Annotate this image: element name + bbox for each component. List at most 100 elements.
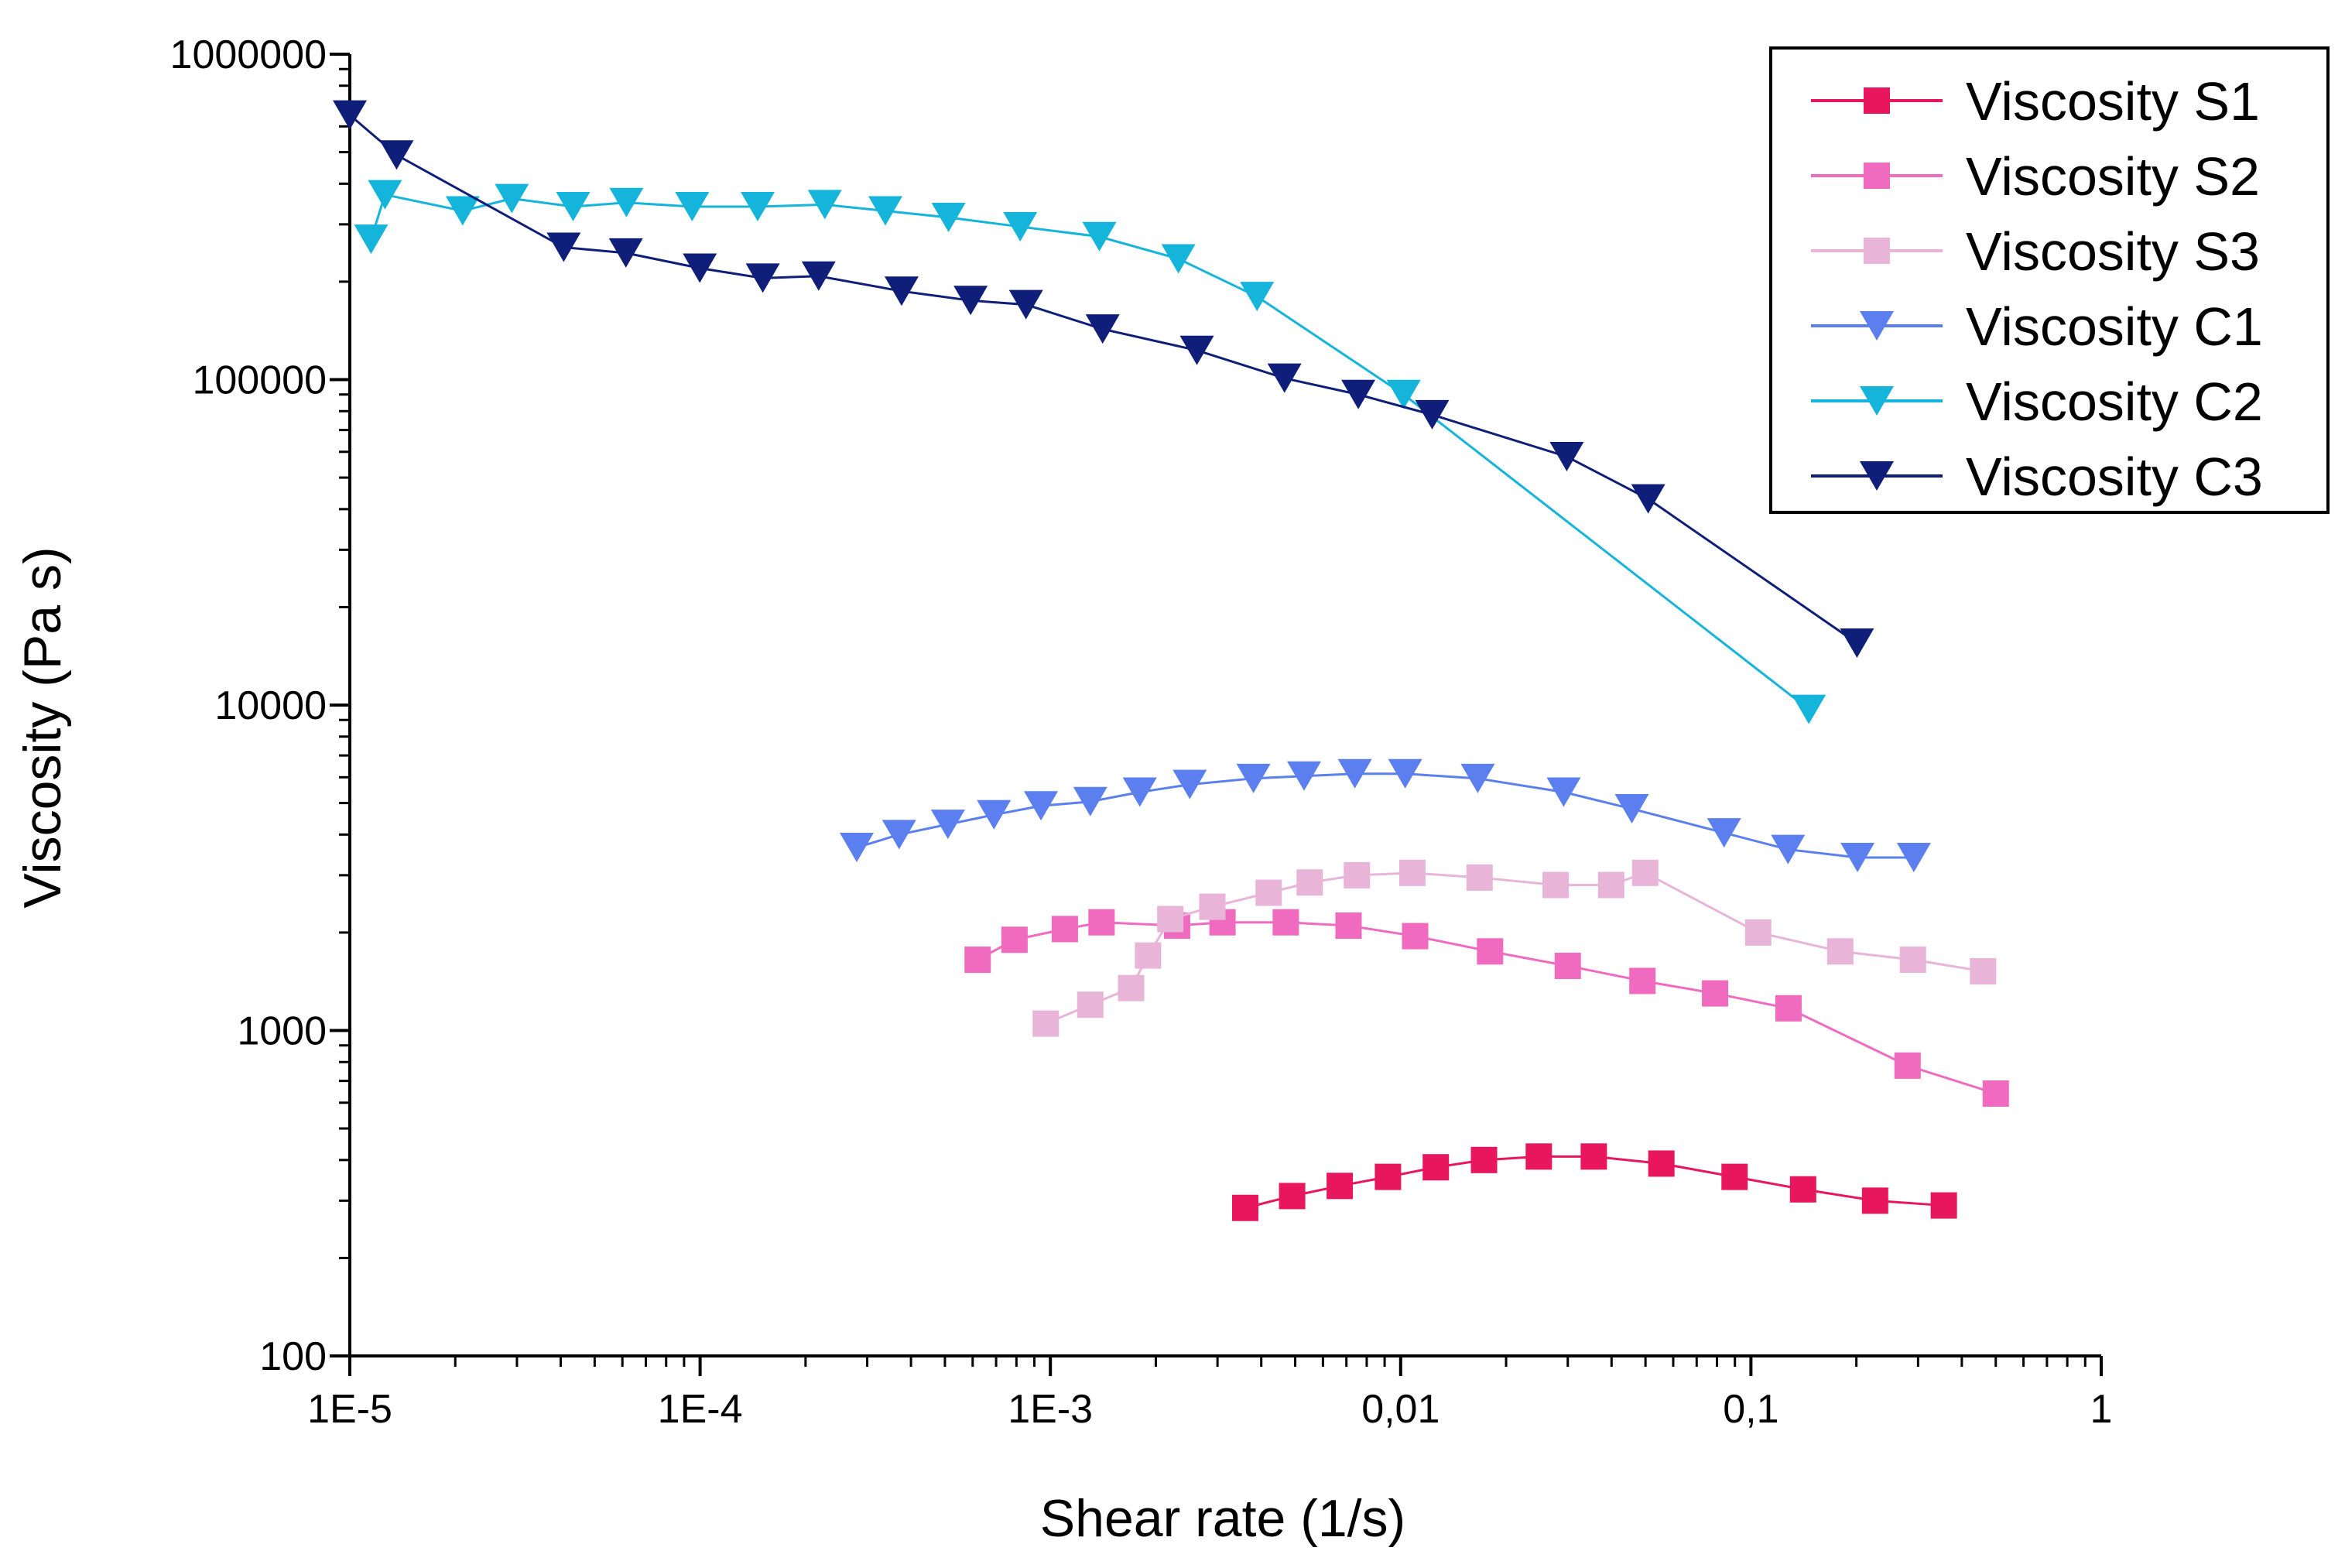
y-tick-label: 1000	[237, 1009, 327, 1054]
data-point	[964, 947, 991, 974]
legend-item: Viscosity S1	[1811, 71, 2260, 132]
data-point	[882, 820, 916, 850]
legend-box	[1769, 46, 2330, 514]
data-point	[1982, 1080, 2009, 1108]
x-tick-label: 1E-3	[1008, 1387, 1093, 1432]
data-point	[1894, 1052, 1921, 1079]
y-axis-title: Viscosity (Pa s)	[13, 546, 72, 908]
data-point	[1398, 859, 1426, 886]
data-point	[683, 253, 717, 283]
x-axis-title: Shear rate (1/s)	[1040, 1489, 1405, 1548]
data-point	[1631, 859, 1659, 886]
data-point	[1546, 777, 1581, 807]
legend-marker	[1860, 311, 1894, 341]
data-point	[1344, 861, 1371, 888]
data-point	[1899, 947, 1926, 974]
data-point	[1236, 763, 1271, 793]
data-point	[1826, 938, 1854, 965]
legend-item: Viscosity S3	[1811, 221, 2260, 282]
data-point	[1051, 916, 1078, 943]
legend-marker	[1864, 163, 1890, 189]
data-point	[608, 238, 643, 268]
data-point	[1402, 923, 1429, 950]
legend-item: Viscosity C3	[1811, 447, 2263, 507]
data-point	[1466, 864, 1493, 891]
data-point	[1614, 794, 1649, 824]
x-tick-label: 1E-4	[658, 1387, 743, 1432]
data-point	[1702, 980, 1729, 1007]
data-point	[1861, 1187, 1888, 1214]
data-point	[1287, 761, 1322, 791]
legend-marker	[1860, 461, 1894, 491]
x-tick-label: 0,01	[1361, 1387, 1440, 1432]
axes-layer: 1E-5 1E-4 1E-3 0,01 0,1 1 100 1000 10000 100000 10…	[170, 33, 2113, 1432]
data-point	[333, 100, 367, 130]
data-point	[556, 192, 591, 222]
data-point	[1073, 786, 1107, 817]
data-point	[1267, 363, 1302, 393]
data-point	[1896, 843, 1931, 873]
data-point	[1327, 1173, 1354, 1200]
x-tick-label: 1	[2090, 1387, 2113, 1432]
data-point	[1077, 991, 1104, 1019]
data-point	[546, 232, 581, 262]
data-point	[1255, 879, 1282, 906]
data-point	[953, 286, 988, 316]
data-point	[1032, 1010, 1060, 1037]
data-point	[379, 140, 414, 170]
series-viscosity-s2	[964, 909, 2009, 1108]
data-point	[1840, 628, 1874, 658]
data-point	[740, 192, 775, 222]
data-point	[1771, 834, 1806, 864]
y-tick-label: 100000	[192, 358, 327, 403]
data-point	[1085, 314, 1120, 344]
legend-marker	[1860, 386, 1894, 416]
data-point	[609, 187, 644, 217]
data-point	[1240, 282, 1275, 312]
legend-item: Viscosity C1	[1811, 296, 2263, 357]
data-point	[445, 196, 480, 226]
legend-marker	[1864, 87, 1890, 114]
data-point	[1970, 958, 1997, 985]
x-tick-label: 1E-5	[307, 1387, 392, 1432]
data-point	[1744, 919, 1772, 946]
data-point	[1024, 791, 1059, 821]
legend-label: Viscosity C2	[1966, 371, 2263, 432]
data-point	[1172, 769, 1207, 799]
legend-label: Viscosity S3	[1966, 221, 2260, 282]
legend-label: Viscosity S2	[1966, 146, 2260, 207]
data-point	[1231, 1194, 1258, 1221]
series-line	[856, 772, 1914, 859]
data-point	[1296, 869, 1323, 896]
series-viscosity-s1	[1231, 1143, 1957, 1221]
data-point	[1122, 777, 1157, 807]
legend: Viscosity S1 Viscosity S2 Viscosity S3 Visc…	[1769, 46, 2330, 514]
data-point	[1631, 484, 1665, 514]
data-point	[675, 192, 710, 222]
data-point	[1386, 379, 1421, 409]
data-point	[1088, 909, 1115, 936]
data-point	[801, 261, 836, 291]
series-line	[349, 114, 1858, 645]
data-point	[1388, 758, 1422, 789]
legend-marker	[1864, 238, 1890, 264]
data-point	[1648, 1150, 1675, 1177]
data-point	[1707, 818, 1741, 848]
data-point	[1422, 1154, 1450, 1181]
data-point	[1542, 871, 1570, 899]
legend-item: Viscosity C2	[1811, 371, 2263, 432]
data-point	[931, 202, 966, 232]
data-point	[1161, 244, 1196, 274]
legend-label: Viscosity C3	[1966, 447, 2263, 507]
data-point	[1008, 289, 1043, 320]
data-point	[1477, 938, 1504, 965]
data-point	[1279, 1183, 1306, 1210]
data-point	[495, 183, 529, 214]
data-point	[1082, 221, 1117, 252]
legend-label: Viscosity S1	[1966, 71, 2260, 132]
data-point	[1840, 843, 1875, 873]
data-point	[807, 190, 842, 220]
data-point	[1554, 952, 1581, 979]
data-point	[745, 263, 780, 293]
y-tick-label: 1000000	[170, 33, 327, 77]
